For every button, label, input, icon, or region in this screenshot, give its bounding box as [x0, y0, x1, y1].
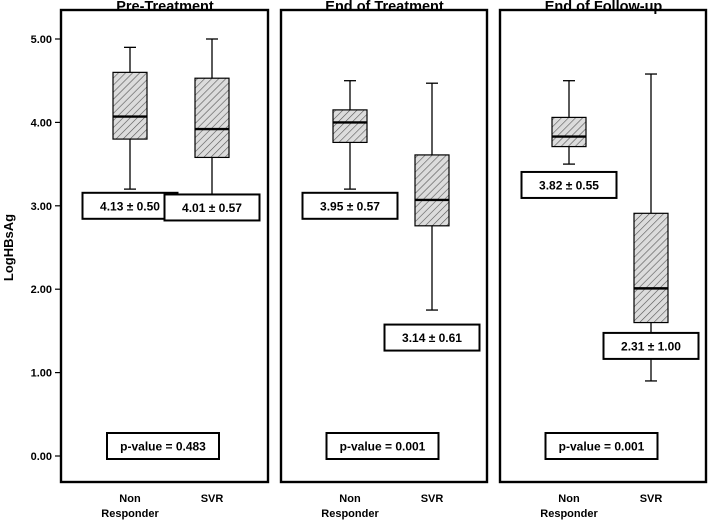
- p-value-label: p-value = 0.001: [340, 440, 426, 454]
- mean-sd-box: [81, 191, 179, 220]
- y-tick-label: 2.00: [31, 284, 52, 296]
- mean-sd-box: [163, 193, 261, 222]
- p-value-label: p-value = 0.483: [120, 440, 206, 454]
- mean-sd-box: [520, 170, 618, 199]
- mean-sd-label: 3.95 ± 0.57: [320, 199, 380, 213]
- mean-sd-label: 4.13 ± 0.50: [100, 199, 160, 213]
- x-tick-label: Non: [119, 493, 141, 505]
- y-tick-label: 5.00: [31, 34, 52, 46]
- panel-frame: [59, 8, 270, 484]
- box-svr: 2.31 ± 1.00: [602, 73, 700, 382]
- x-tick-label: SVR: [640, 493, 663, 505]
- mean-sd-label: 4.01 ± 0.57: [182, 201, 242, 215]
- y-tick-label: 0.00: [31, 451, 52, 463]
- panel-2: End of Treatment 3.95 ± 0.57 Non Responder 3…: [279, 0, 489, 520]
- iqr-box: [414, 154, 450, 227]
- iqr-box: [112, 71, 148, 140]
- mean-sd-box: [602, 331, 700, 360]
- mean-sd-box: [301, 191, 399, 220]
- box-svr: 4.01 ± 0.57: [163, 38, 261, 222]
- box-non-responder: 3.82 ± 0.55: [520, 80, 618, 199]
- box-non-responder: 4.13 ± 0.50: [81, 46, 179, 220]
- panel-title: End of Treatment: [325, 0, 444, 15]
- panel-frame: [498, 8, 708, 484]
- panel-title: Pre-Treatment: [116, 0, 214, 15]
- y-axis-label: LogHBsAg: [1, 214, 16, 281]
- iqr-box: [332, 109, 368, 144]
- box-non-responder: 3.95 ± 0.57: [301, 80, 399, 220]
- x-tick-label: Responder: [321, 508, 379, 520]
- x-tick-label: SVR: [201, 493, 224, 505]
- x-tick-label: Non: [339, 493, 361, 505]
- x-tick-label: Responder: [101, 508, 159, 520]
- y-tick-label: 4.00: [31, 117, 52, 129]
- iqr-box: [633, 212, 669, 324]
- x-tick-label: Responder: [540, 508, 598, 520]
- iqr-box: [194, 77, 230, 159]
- panel-frame: [279, 8, 489, 484]
- p-value-box: [325, 432, 440, 460]
- p-value-box: [106, 432, 220, 460]
- y-tick-label: 3.00: [31, 201, 52, 213]
- p-value-box: [544, 432, 659, 460]
- y-tick-label: 1.00: [31, 368, 52, 380]
- panel-title: End of Follow-up: [545, 0, 663, 15]
- mean-sd-label: 3.14 ± 0.61: [402, 331, 462, 345]
- x-tick-label: SVR: [421, 493, 444, 505]
- mean-sd-label: 3.82 ± 0.55: [539, 178, 599, 192]
- p-value-label: p-value = 0.001: [559, 440, 645, 454]
- panel-3: End of Follow-up 3.82 ± 0.55 Non Responder 2…: [498, 0, 708, 520]
- x-tick-label: Non: [558, 493, 580, 505]
- box-svr: 3.14 ± 0.61: [383, 82, 481, 352]
- mean-sd-box: [383, 323, 481, 352]
- panel-1: Pre-Treatment 4.13 ± 0.50 Non Responder 4.01…: [59, 0, 270, 520]
- iqr-box: [551, 116, 587, 148]
- mean-sd-label: 2.31 ± 1.00: [621, 339, 681, 353]
